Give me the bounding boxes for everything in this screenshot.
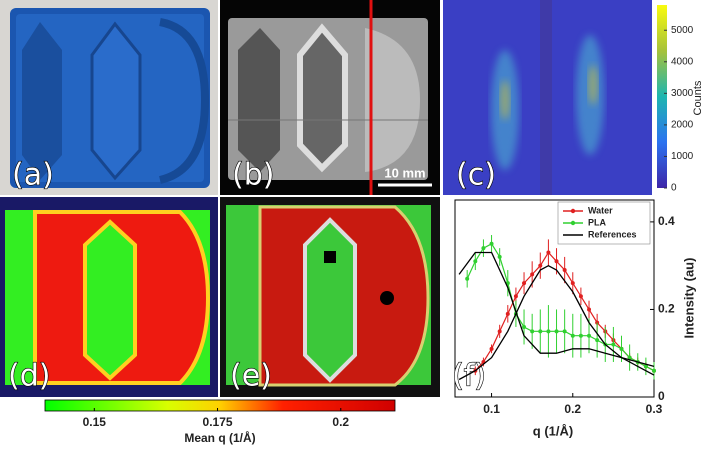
legend-marker <box>570 220 576 226</box>
data-point <box>465 276 470 281</box>
y-tick-label: 0 <box>658 389 665 403</box>
data-point <box>489 241 494 246</box>
data-point <box>497 254 502 259</box>
data-point <box>538 329 543 334</box>
data-point <box>473 259 478 264</box>
legend-label: References <box>588 229 637 239</box>
colorbar-tick-label: 1000 <box>671 151 694 162</box>
y-tick-label: 0.2 <box>658 302 675 316</box>
data-point <box>513 294 518 299</box>
data-point <box>489 346 494 351</box>
x-tick-label: 0.1 <box>483 402 500 416</box>
panel-label: (a) <box>12 158 54 193</box>
data-point <box>587 307 592 312</box>
y-tick-label: 0.4 <box>658 214 675 228</box>
panel-label: (c) <box>456 158 496 193</box>
data-point <box>587 333 592 338</box>
data-point <box>530 272 535 277</box>
legend-label: PLA <box>588 217 607 227</box>
colorbar <box>657 5 667 188</box>
data-point <box>538 263 543 268</box>
data-point <box>562 268 567 273</box>
data-point <box>546 250 551 255</box>
data-point <box>522 281 527 286</box>
data-point <box>643 364 648 369</box>
colorbar <box>44 399 396 412</box>
data-point <box>522 324 527 329</box>
data-point <box>505 311 510 316</box>
colorbar-tick-label: 2000 <box>671 120 694 131</box>
data-point <box>652 368 656 373</box>
x-tick-label: 0.3 <box>646 402 663 416</box>
data-point <box>481 246 486 251</box>
data-point <box>530 329 535 334</box>
data-point <box>578 294 583 299</box>
colorbar-tick-label: 5000 <box>671 25 694 36</box>
colorbar-tick-label: 4000 <box>671 56 694 67</box>
q-map-panel <box>0 197 218 397</box>
colorbar-tick-label: 0.2 <box>332 415 349 429</box>
colorbar-tick-label: 0 <box>671 183 677 194</box>
data-point <box>562 329 567 334</box>
panel-label: (f) <box>452 359 486 394</box>
data-point <box>627 355 632 360</box>
colorbar-label: Mean q (1/Å) <box>184 430 255 445</box>
colorbar-tick-label: 0.175 <box>203 415 233 429</box>
data-point <box>595 338 600 343</box>
photo-panel <box>0 0 218 195</box>
series-line <box>458 264 655 381</box>
data-point <box>619 346 624 351</box>
data-point <box>554 259 559 264</box>
panel-label: (b) <box>232 158 274 193</box>
data-point <box>611 342 616 347</box>
data-point <box>578 333 583 338</box>
data-point <box>554 329 559 334</box>
radiograph-panel <box>220 0 440 195</box>
scattering-map-panel <box>443 0 652 195</box>
data-point <box>570 333 575 338</box>
colorbar-tick-label: 3000 <box>671 88 694 99</box>
panel-label: (e) <box>230 359 272 394</box>
panel-label: (d) <box>8 359 50 394</box>
data-point <box>497 329 502 334</box>
data-point <box>546 329 551 334</box>
legend-label: Water <box>588 205 613 215</box>
colorbar-label: Counts <box>692 80 704 115</box>
y-axis-label: Intensity (au) <box>681 258 696 339</box>
overlay-panel <box>220 197 440 397</box>
scale-bar-label: 10 mm <box>384 165 425 180</box>
x-axis-label: q (1/Å) <box>533 423 573 438</box>
colorbar-tick-label: 0.15 <box>83 415 107 429</box>
legend-marker <box>570 208 576 214</box>
data-point <box>570 281 575 286</box>
x-tick-label: 0.2 <box>564 402 581 416</box>
